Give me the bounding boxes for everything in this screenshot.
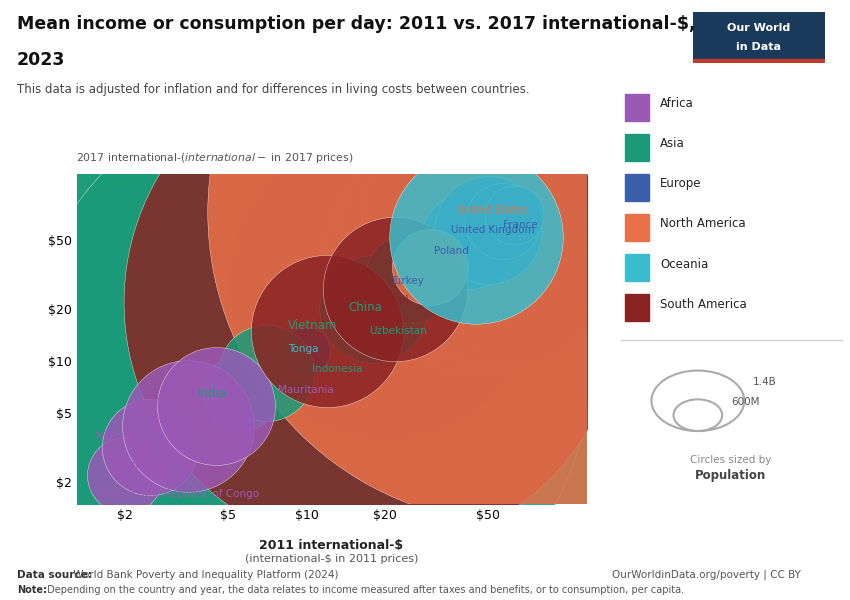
Text: Turkey: Turkey [390,276,424,286]
Point [469,232,483,242]
Text: Europe: Europe [660,178,702,190]
Point [294,340,308,349]
Point [300,346,314,355]
Text: Circles sized by: Circles sized by [690,455,772,465]
Point [259,368,273,378]
Text: Brazil: Brazil [379,295,408,305]
Point [474,228,488,238]
Point [513,208,526,217]
Point [377,279,391,289]
Point [388,284,402,294]
Text: Poland: Poland [434,246,469,256]
Point [320,326,334,335]
Text: This data is adjusted for inflation and for differences in living costs between : This data is adjusted for inflation and … [17,83,530,96]
Text: 2017 international-$ (international-$ in 2017 prices): 2017 international-$ (international-$ in… [76,151,354,165]
Point [366,304,379,314]
Text: Oceania: Oceania [660,257,709,271]
Point [333,306,347,316]
Point [210,401,224,411]
Point [353,326,366,335]
Point [462,236,475,246]
Bar [625,134,649,161]
Text: Note:: Note: [17,585,47,595]
Point [199,412,212,421]
Point [441,247,455,256]
Point [164,401,178,411]
Point [388,279,402,289]
Text: Nigeria: Nigeria [96,431,133,441]
Point [345,312,359,322]
Point [423,262,437,272]
Text: OurWorldinData.org/poverty | CC BY: OurWorldinData.org/poverty | CC BY [612,570,801,581]
Point [134,433,148,443]
Text: Angola: Angola [131,398,167,409]
Point [481,225,495,235]
Text: Data source:: Data source: [17,570,92,580]
Text: Indonesia: Indonesia [312,364,362,374]
Text: Our World: Our World [727,23,790,34]
Text: Burundi: Burundi [115,460,156,470]
Bar [625,295,649,321]
Point [300,364,314,374]
Text: (international-$ in 2011 prices): (international-$ in 2011 prices) [245,554,418,564]
Point [494,221,507,231]
Text: in Data: in Data [736,41,781,52]
Point [129,447,143,457]
Text: China: China [348,301,382,314]
Text: World Bank Poverty and Inequality Platform (2024): World Bank Poverty and Inequality Platfo… [70,570,338,580]
Text: 600M: 600M [731,397,760,407]
Text: Democratic Republic of Congo: Democratic Republic of Congo [101,488,259,499]
Point [89,484,103,493]
Point [366,297,379,307]
Point [416,266,429,276]
Bar [693,59,824,63]
Text: North America: North America [660,217,746,230]
Text: Niger: Niger [141,452,169,463]
Point [267,385,280,395]
Bar [625,175,649,201]
Point [423,248,437,258]
Text: Population: Population [695,469,767,482]
Text: United States: United States [457,205,528,215]
Point [403,274,416,283]
Text: Mauritania: Mauritania [279,385,334,395]
Bar [625,214,649,241]
Point [222,392,235,402]
Point [305,323,319,333]
Text: Africa: Africa [660,97,694,110]
Text: 2011 international-$: 2011 international-$ [259,539,404,552]
Text: Vietnam: Vietnam [288,319,337,332]
Text: Depending on the country and year, the data relates to income measured after tax: Depending on the country and year, the d… [44,585,684,595]
Text: Tonga: Tonga [288,344,319,353]
Point [496,217,509,226]
Point [118,470,132,480]
Point [507,210,521,220]
Bar [625,254,649,281]
Point [103,464,116,473]
Point [144,442,157,452]
Text: India: India [197,387,226,400]
Text: Mean income or consumption per day: 2011 vs. 2017 international-$,: Mean income or consumption per day: 2011… [17,15,695,33]
Text: Togo: Togo [212,416,235,426]
Text: 2023: 2023 [17,51,65,69]
Text: France: France [502,220,537,230]
Point [232,389,246,398]
Text: United Kingdom: United Kingdom [450,225,535,235]
Text: Uzbekistan: Uzbekistan [370,326,428,335]
Point [181,422,195,431]
Text: Asia: Asia [660,137,685,151]
Text: 1.4B: 1.4B [753,377,777,387]
Bar [625,94,649,121]
Text: South America: South America [660,298,747,311]
